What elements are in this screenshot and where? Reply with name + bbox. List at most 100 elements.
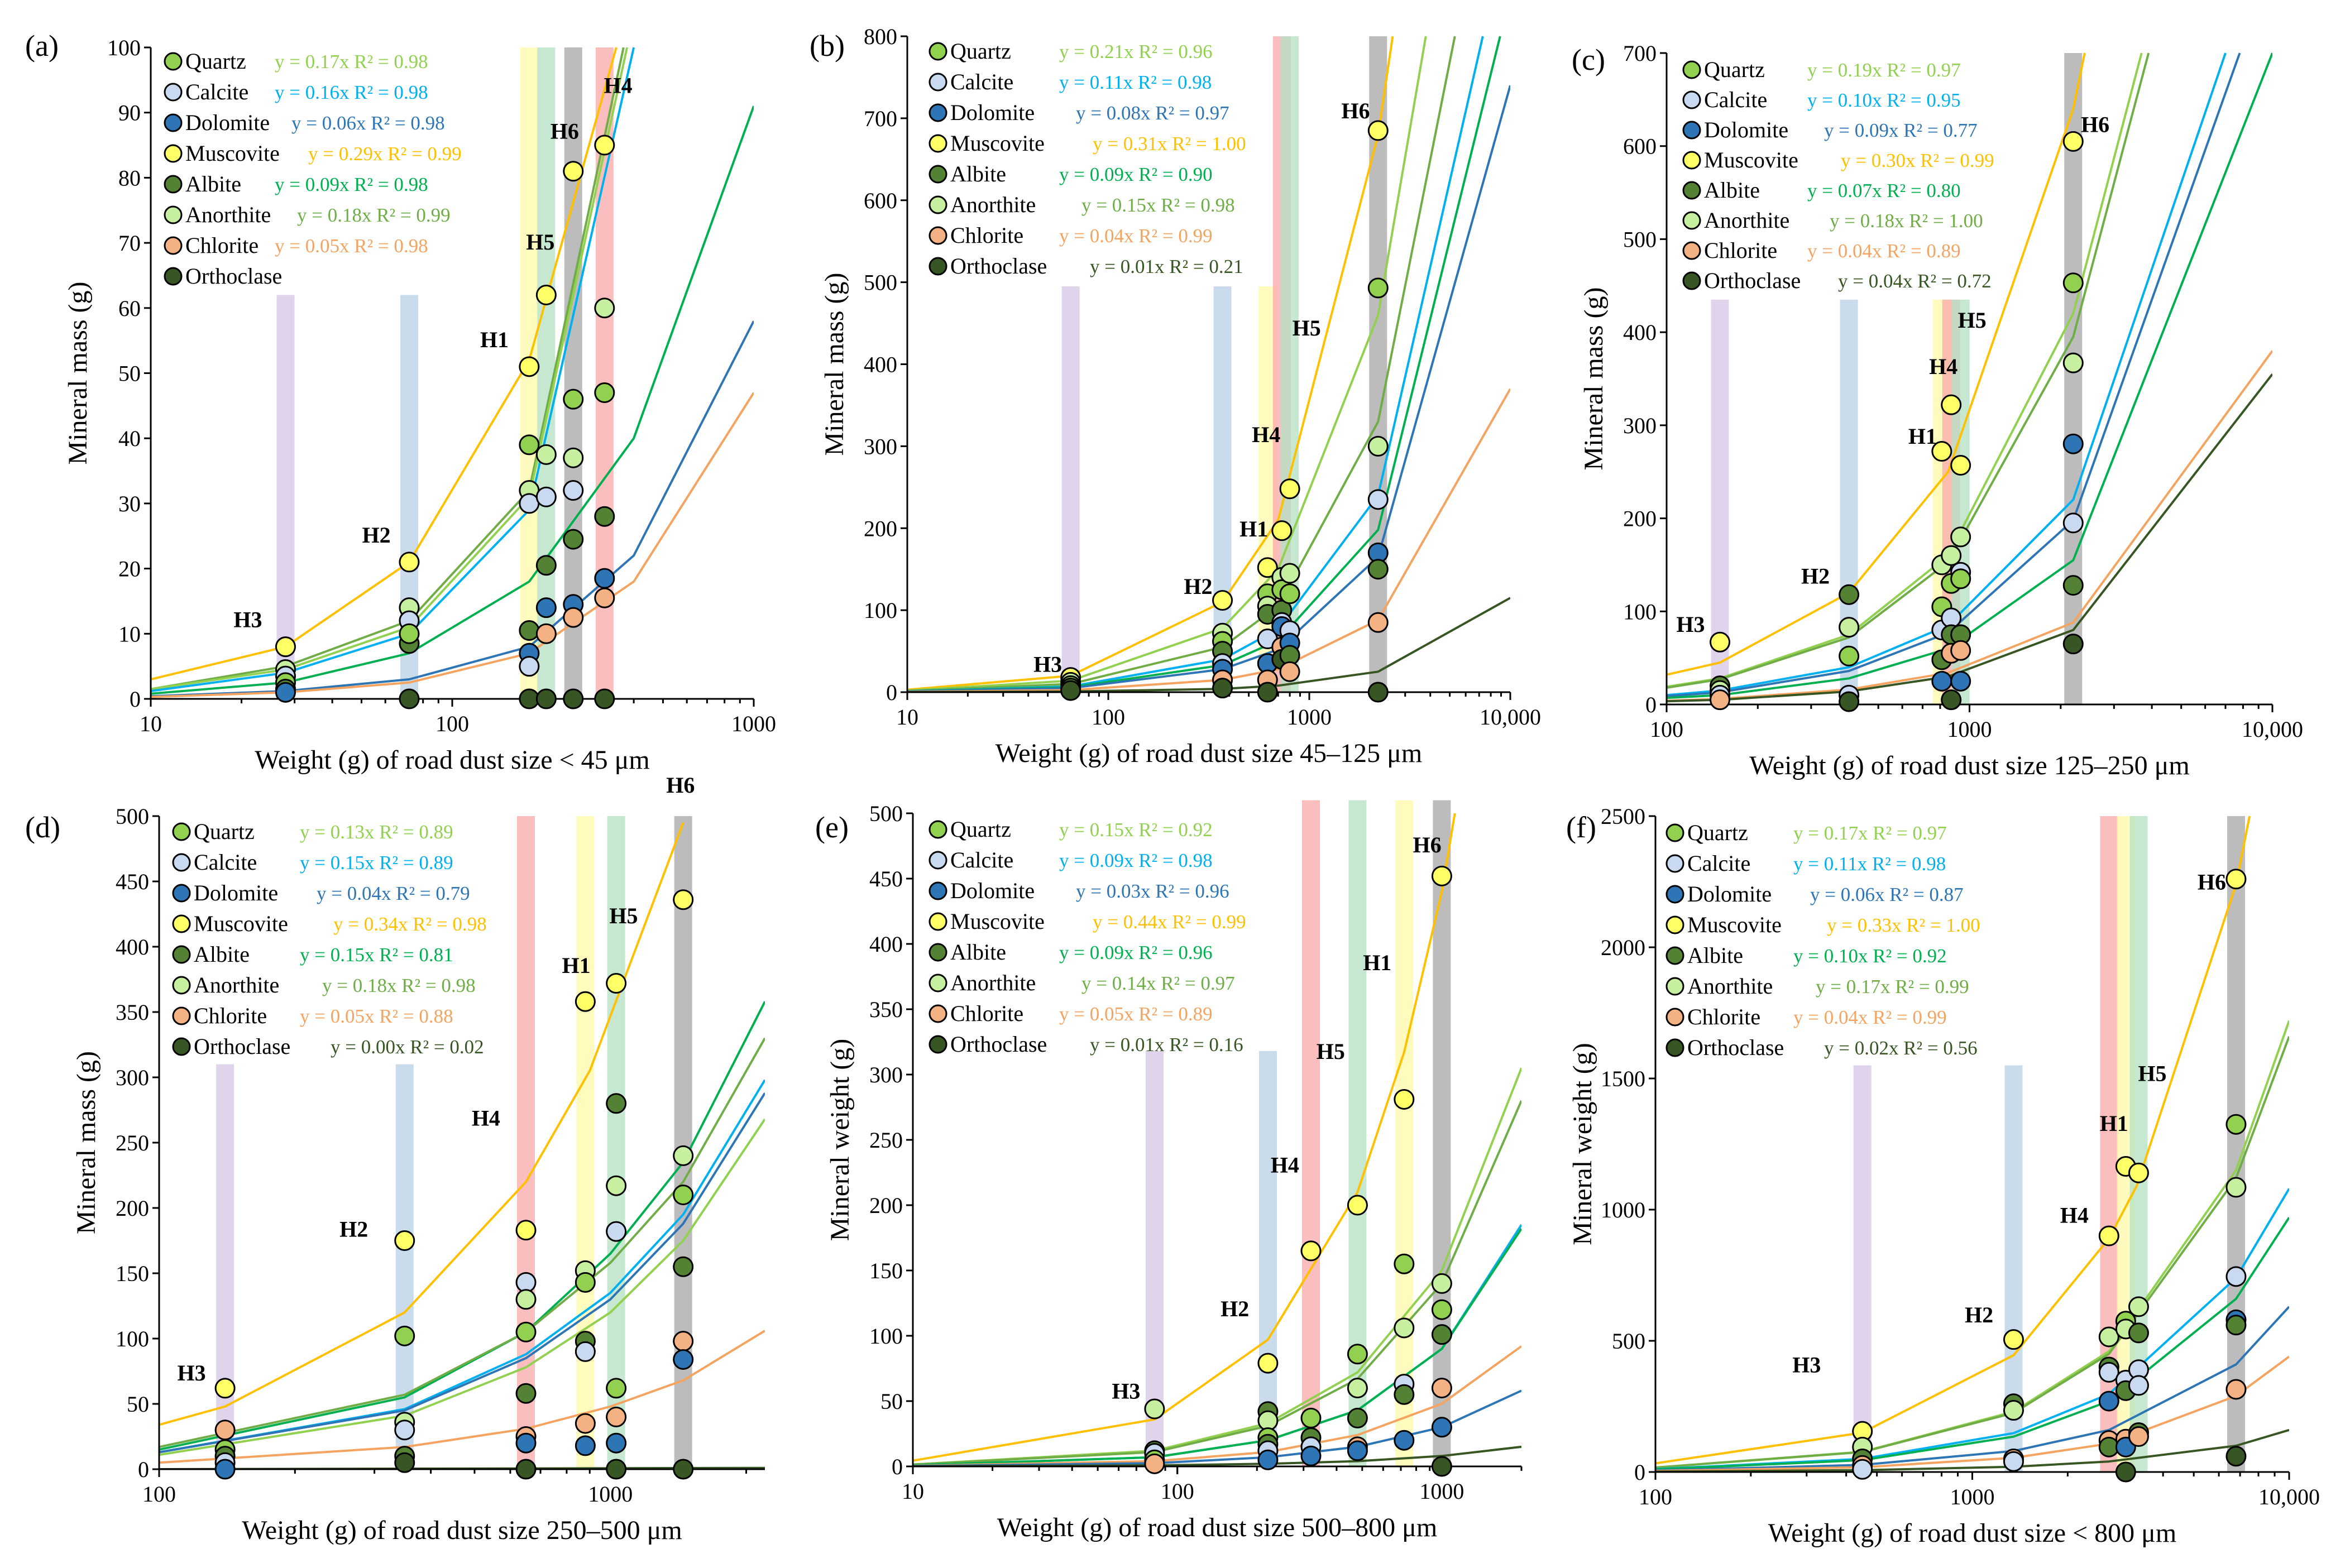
data-point-dolomite bbox=[575, 1435, 596, 1456]
legend-label-quartz: Quartz bbox=[1687, 820, 1748, 845]
legend-marker-calcite bbox=[928, 73, 947, 92]
horizon-label-h6: H6 bbox=[1413, 832, 1442, 857]
y-axis-label: Mineral weight (g) bbox=[1568, 1043, 1597, 1245]
horizon-label-h6: H6 bbox=[2081, 112, 2109, 137]
data-point-orthoclase bbox=[606, 1459, 627, 1480]
legend-equation-anorthite: y = 0.14x R² = 0.97 bbox=[1081, 972, 1235, 994]
legend-marker-albite bbox=[1682, 181, 1701, 200]
legend-marker-dolomite bbox=[172, 884, 191, 903]
trend-line-albite bbox=[1655, 1217, 2289, 1471]
legend-equation-albite: y = 0.10x R² = 0.92 bbox=[1793, 945, 1947, 967]
legend-marker-albite bbox=[172, 945, 191, 964]
y-tick-label: 800 bbox=[864, 24, 897, 49]
legend-label-dolomite: Dolomite bbox=[1704, 117, 1788, 142]
legend-equation-orthoclase: y = 0.02x R² = 0.56 bbox=[1824, 1037, 1978, 1059]
y-tick-label: 300 bbox=[1623, 413, 1657, 438]
legend-equation-muscovite: y = 0.34x R² = 0.98 bbox=[333, 913, 487, 935]
data-point-anorthite bbox=[1394, 1317, 1415, 1339]
trend-line-muscovite bbox=[913, 813, 1456, 1462]
trend-line-quartz bbox=[159, 1118, 765, 1456]
data-point-muscovite bbox=[1212, 590, 1233, 611]
data-point-muscovite bbox=[1271, 520, 1293, 541]
data-point-orthoclase bbox=[1431, 1456, 1452, 1477]
data-point-orthoclase bbox=[1839, 691, 1860, 712]
data-point-chlorite bbox=[1950, 640, 1971, 661]
legend-marker-quartz bbox=[1665, 823, 1684, 842]
legend-marker-muscovite bbox=[1682, 151, 1701, 170]
legend-label-chlorite: Chlorite bbox=[950, 223, 1023, 248]
data-point-muscovite bbox=[575, 991, 596, 1012]
horizon-label-h5: H5 bbox=[609, 903, 638, 928]
y-tick-label: 100 bbox=[864, 598, 897, 623]
panel-label: (a) bbox=[25, 29, 59, 63]
trend-line-orthoclase bbox=[907, 597, 1510, 692]
horizon-label-h1: H1 bbox=[2100, 1111, 2128, 1136]
data-point-chlorite bbox=[594, 587, 615, 608]
legend-label-muscovite: Muscovite bbox=[1687, 912, 1782, 937]
data-point-muscovite bbox=[2225, 869, 2247, 890]
legend: Quartz y = 0.19x R² = 0.97 Calcite y = 0.10… bbox=[1682, 57, 1994, 293]
legend-equation-quartz: y = 0.21x R² = 0.96 bbox=[1059, 41, 1213, 63]
y-tick-label: 70 bbox=[118, 231, 141, 256]
y-tick-label: 400 bbox=[116, 934, 149, 960]
x-tick-label: 10,000 bbox=[2258, 1484, 2320, 1509]
band-h6 bbox=[1433, 800, 1451, 1466]
x-tick-label: 10 bbox=[902, 1479, 924, 1504]
data-point-quartz bbox=[1431, 1299, 1452, 1320]
legend-equation-calcite: y = 0.11x R² = 0.98 bbox=[1793, 853, 1946, 875]
horizon-label-h4: H4 bbox=[1252, 422, 1280, 447]
data-point-chlorite bbox=[575, 1413, 596, 1434]
band-h6 bbox=[674, 816, 692, 1469]
y-tick-label: 100 bbox=[1623, 599, 1657, 624]
legend-marker-orthoclase bbox=[928, 1035, 947, 1054]
legend-marker-albite bbox=[928, 943, 947, 962]
legend-marker-orthoclase bbox=[928, 257, 947, 276]
y-tick-label: 50 bbox=[118, 361, 141, 386]
legend-label-orthoclase: Orthoclase bbox=[1704, 268, 1801, 293]
data-point-quartz bbox=[594, 382, 615, 404]
trend-line-anorthite bbox=[159, 1037, 765, 1449]
data-point-calcite bbox=[535, 486, 557, 507]
data-point-muscovite bbox=[535, 284, 557, 305]
band-h2 bbox=[395, 1064, 414, 1469]
data-point-muscovite bbox=[606, 973, 627, 994]
y-axis-label: Mineral mass (g) bbox=[63, 282, 93, 465]
data-point-chlorite bbox=[1431, 1378, 1452, 1399]
legend-marker-muscovite bbox=[1665, 915, 1684, 934]
trend-line-albite bbox=[159, 1001, 765, 1451]
data-point-albite bbox=[2062, 575, 2084, 596]
data-point-anorthite bbox=[606, 1175, 627, 1196]
trend-line-muscovite bbox=[159, 822, 685, 1426]
legend-label-calcite: Calcite bbox=[185, 79, 248, 104]
trend-line-dolomite bbox=[913, 1389, 1521, 1466]
band-h1 bbox=[1395, 800, 1413, 1466]
legend-equation-orthoclase: y = 0.01x R² = 0.21 bbox=[1090, 256, 1243, 277]
y-axis-label: Mineral mass (g) bbox=[1579, 287, 1609, 471]
legend-label-quartz: Quartz bbox=[950, 817, 1011, 842]
data-points bbox=[214, 889, 694, 1480]
data-point-muscovite bbox=[1257, 1353, 1279, 1374]
data-point-dolomite bbox=[1931, 670, 1952, 692]
data-point-chlorite bbox=[1710, 689, 1731, 711]
legend-equation-chlorite: y = 0.04x R² = 0.89 bbox=[1807, 240, 1961, 262]
legend-label-quartz: Quartz bbox=[950, 39, 1011, 64]
data-point-calcite bbox=[519, 656, 540, 677]
legend-marker-dolomite bbox=[1682, 121, 1701, 140]
legend-marker-albite bbox=[164, 175, 183, 194]
data-point-chlorite bbox=[673, 1331, 694, 1352]
data-point-anorthite bbox=[535, 444, 557, 465]
data-point-muscovite bbox=[1367, 120, 1389, 141]
horizon-label-h3: H3 bbox=[1112, 1378, 1140, 1403]
legend-label-albite: Albite bbox=[194, 942, 250, 967]
panel-label: (b) bbox=[810, 29, 845, 63]
y-tick-label: 60 bbox=[118, 296, 141, 321]
legend-marker-calcite bbox=[172, 853, 191, 872]
legend-equation-orthoclase: y = 0.01x R² = 0.16 bbox=[1090, 1034, 1243, 1056]
y-tick-label: 0 bbox=[886, 680, 897, 705]
legend-marker-muscovite bbox=[164, 144, 183, 163]
data-point-muscovite bbox=[1300, 1240, 1322, 1262]
data-point-calcite bbox=[563, 480, 584, 501]
y-tick-label: 700 bbox=[864, 106, 897, 131]
data-point-anorthite bbox=[1431, 1273, 1452, 1294]
legend-equation-calcite: y = 0.16x R² = 0.98 bbox=[275, 81, 428, 103]
